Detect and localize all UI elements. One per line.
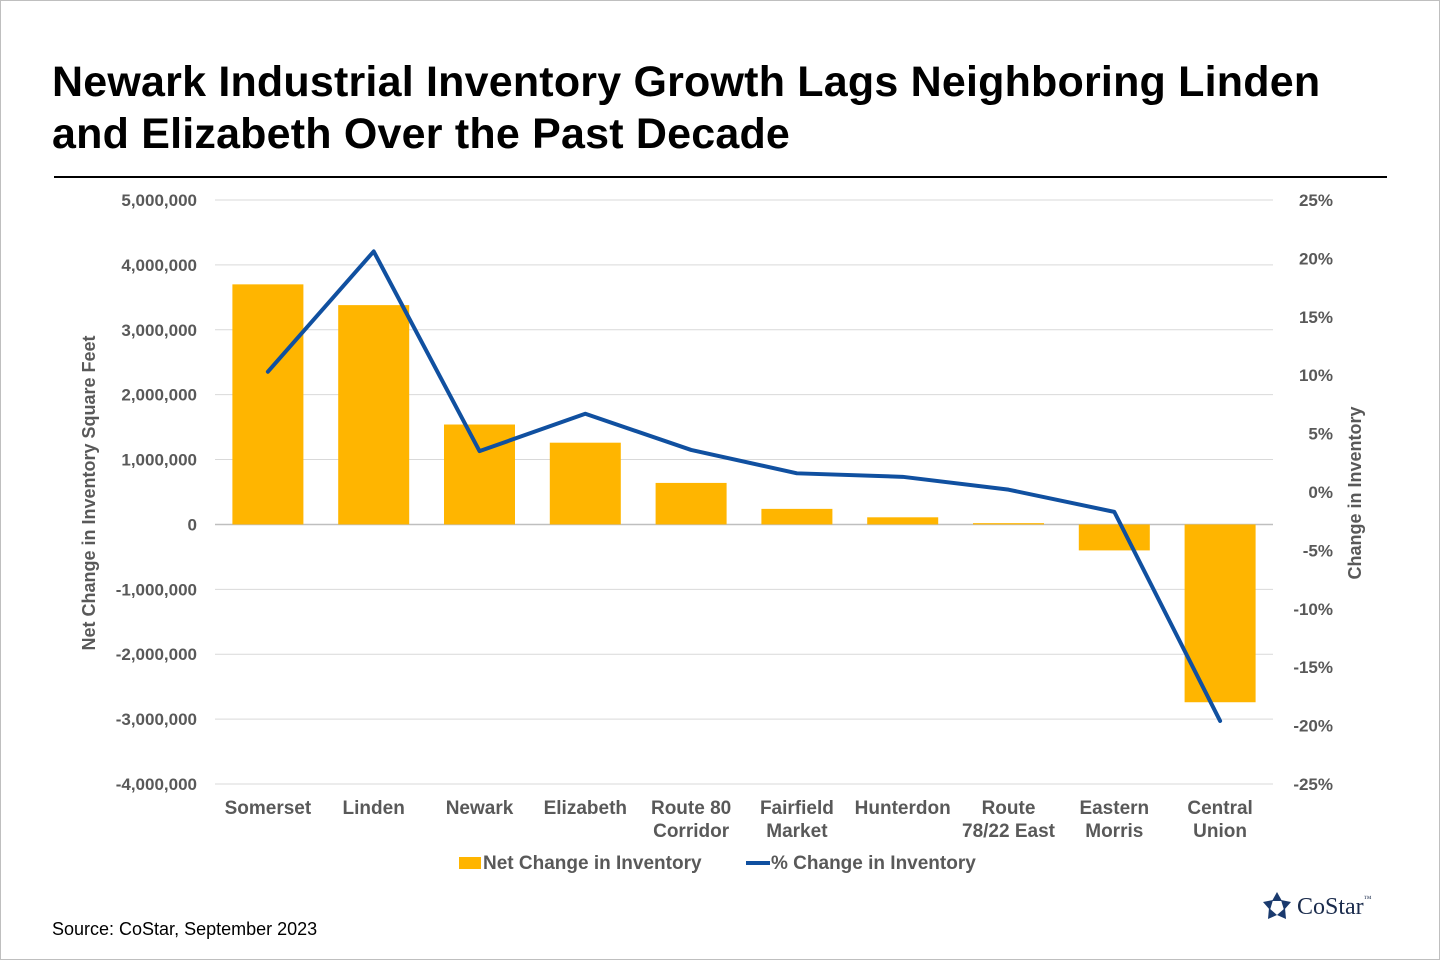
costar-star-icon (1263, 892, 1291, 919)
x-tick-label: Eastern Morris (1079, 798, 1149, 842)
bar (1078, 524, 1150, 551)
y-right-tick-label: 10% (1299, 366, 1333, 385)
legend-bar-swatch (459, 857, 481, 869)
title-divider (54, 176, 1387, 178)
x-tick-label: Route 80 Corridor (651, 798, 731, 842)
pct-change-line (265, 249, 1223, 723)
logo-name: CoStar (1297, 894, 1364, 920)
x-tick-label: Central Union (1187, 798, 1252, 842)
y-left-tick-label: 1,000,000 (121, 451, 197, 470)
y-right-tick-label: 20% (1299, 249, 1333, 268)
bar (444, 424, 515, 525)
y-left-tick-label: -4,000,000 (116, 775, 197, 794)
y-left-tick-label: -3,000,000 (116, 710, 197, 729)
x-tick-label: Newark (446, 798, 514, 819)
y-left-tick-label: -1,000,000 (116, 580, 197, 599)
bar (761, 508, 833, 525)
y-left-tick-label: 5,000,000 (121, 191, 197, 210)
y-right-axis-title: Change in Inventory (1345, 406, 1365, 579)
bar (232, 284, 304, 525)
bar (549, 442, 621, 525)
source-note: Source: CoStar, September 2023 (52, 919, 318, 939)
logo-trademark: ™ (1363, 894, 1372, 903)
y-right-tick-label: -25% (1293, 775, 1333, 794)
bar (973, 523, 1044, 525)
bar (655, 482, 727, 525)
x-tick-label: Linden (343, 798, 405, 819)
costar-logo-text: CoStar™ (1297, 894, 1372, 921)
y-right-tick-label: 5% (1308, 425, 1333, 444)
legend-bar-label: Net Change in Inventory (483, 853, 702, 874)
bar (338, 305, 410, 525)
y-left-tick-label: 2,000,000 (121, 386, 197, 405)
y-right-tick-label: 0% (1308, 483, 1333, 502)
y-left-tick-label: -2,000,000 (116, 645, 197, 664)
y-right-tick-label: -10% (1293, 600, 1333, 619)
y-left-tick-label: 0 (188, 515, 197, 534)
y-right-tick-label: 25% (1299, 191, 1333, 210)
x-tick-label: Somerset (225, 798, 312, 819)
y-left-axis-title: Net Change in Inventory Square Feet (79, 335, 99, 650)
y-right-tick-label: 15% (1299, 308, 1333, 327)
x-tick-label: Elizabeth (544, 798, 627, 819)
y-left-tick-label: 4,000,000 (121, 256, 197, 275)
bar (867, 517, 939, 525)
x-tick-label: Route 78/22 East (962, 798, 1056, 842)
y-right-tick-label: -20% (1293, 717, 1333, 736)
x-tick-label: Hunterdon (855, 798, 951, 819)
x-tick-label: Fairfield Market (760, 798, 834, 842)
y-right-tick-label: -15% (1293, 658, 1333, 677)
legend-line-label: % Change in Inventory (771, 853, 976, 874)
y-left-tick-label: 3,000,000 (121, 321, 197, 340)
y-right-tick-label: -5% (1303, 541, 1333, 560)
chart-title: Newark Industrial Inventory Growth Lags … (52, 58, 1321, 158)
